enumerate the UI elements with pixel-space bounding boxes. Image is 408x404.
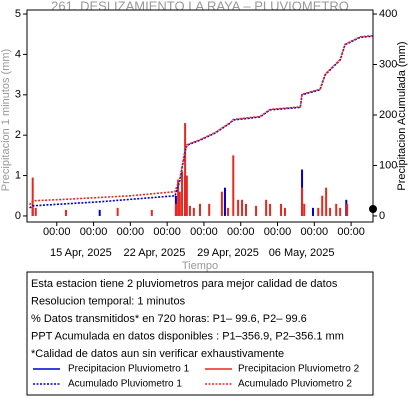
x-tick-label: 00:00 xyxy=(301,226,329,238)
legend-label: Acumulado Pluviometro 2 xyxy=(238,379,352,390)
bar xyxy=(339,207,342,216)
bar xyxy=(255,205,258,216)
bar xyxy=(283,207,286,216)
x-tick-label: 00:00 xyxy=(43,226,71,238)
bar xyxy=(223,187,226,216)
y2-tick-label: 100 xyxy=(379,159,397,171)
note-text: % Datos transmitidos* en 720 horas: P1– … xyxy=(31,313,307,325)
date-tick-label: 06 May, 2025 xyxy=(269,247,335,259)
bar xyxy=(98,209,101,216)
date-tick-label: 22 Apr, 2025 xyxy=(124,247,186,259)
x-axis-label: Tiempo xyxy=(182,260,218,272)
bar xyxy=(232,155,235,216)
cumulative-line xyxy=(28,34,374,206)
bar xyxy=(280,203,283,216)
legend-label: Precipitacion Pluviometro 1 xyxy=(68,364,190,375)
bar xyxy=(181,171,184,216)
bar xyxy=(329,207,332,216)
y2-axis-label: Precipitacion Acumulada (mm) xyxy=(396,41,408,190)
bar xyxy=(188,205,191,216)
bar xyxy=(321,195,324,216)
bar xyxy=(265,199,268,216)
bar xyxy=(178,191,181,216)
x-tick-label: 00:00 xyxy=(227,226,255,238)
note-text: *Calidad de datos aun sin verificar exha… xyxy=(31,348,284,360)
bar xyxy=(237,199,240,216)
y-tick-label: 2 xyxy=(15,129,21,141)
legend-label: Precipitacion Pluviometro 2 xyxy=(238,364,360,375)
x-tick-label: 00:00 xyxy=(80,226,108,238)
x-tick-label: 00:00 xyxy=(153,226,181,238)
bar xyxy=(301,187,304,216)
note-text: Resolucion temporal: 1 minutos xyxy=(31,295,186,307)
y-tick-label: 0 xyxy=(15,210,21,222)
note-text: Esta estacion tiene 2 pluviometros para … xyxy=(31,278,338,290)
x-tick-label: 00:00 xyxy=(264,226,292,238)
axis-marker xyxy=(369,205,377,213)
bar xyxy=(335,203,338,216)
bar xyxy=(241,199,244,216)
legend-label: Acumulado Pluviometro 1 xyxy=(68,379,182,390)
note-text: PPT Acumulada en datos disponibles : P1–… xyxy=(31,330,344,342)
y-tick-label: 5 xyxy=(15,8,21,20)
cumulative-line xyxy=(29,35,374,209)
y2-tick-label: 0 xyxy=(379,210,385,222)
date-tick-label: 29 Apr, 2025 xyxy=(197,247,259,259)
y-tick-label: 4 xyxy=(15,48,21,60)
x-tick-label: 00:00 xyxy=(117,226,145,238)
bar xyxy=(303,203,306,216)
bar xyxy=(116,207,119,216)
bar xyxy=(346,203,349,216)
chart-title: 261. DESLIZAMIENTO LA RAYA – PLUVIOMETRO xyxy=(51,0,349,13)
bar xyxy=(174,203,177,216)
bar xyxy=(199,203,201,216)
bar xyxy=(244,203,247,216)
bar xyxy=(184,123,187,216)
bar xyxy=(31,177,34,216)
bar xyxy=(192,207,195,216)
y2-tick-label: 400 xyxy=(379,8,397,20)
y-axis-label: Precipitacion 1 minutos (mm) xyxy=(0,49,12,191)
bar xyxy=(208,203,211,216)
bar xyxy=(185,175,188,216)
y-tick-label: 3 xyxy=(15,89,21,101)
plot-frame xyxy=(26,9,374,223)
y2-tick-label: 300 xyxy=(379,58,397,70)
x-tick-label: 00:00 xyxy=(190,226,218,238)
bar xyxy=(220,191,223,216)
bar xyxy=(317,207,320,216)
legend-box xyxy=(26,271,374,396)
bar xyxy=(269,203,272,216)
y-tick-label: 1 xyxy=(15,169,21,181)
bar xyxy=(64,209,67,216)
bar xyxy=(227,207,230,216)
date-tick-label: 15 Apr, 2025 xyxy=(50,247,112,259)
bar xyxy=(150,209,153,216)
x-tick-label: 00:00 xyxy=(337,226,365,238)
y2-tick-label: 200 xyxy=(379,109,397,121)
bar xyxy=(311,207,314,216)
bar xyxy=(325,187,328,216)
bar xyxy=(34,207,37,216)
bar xyxy=(177,179,180,216)
